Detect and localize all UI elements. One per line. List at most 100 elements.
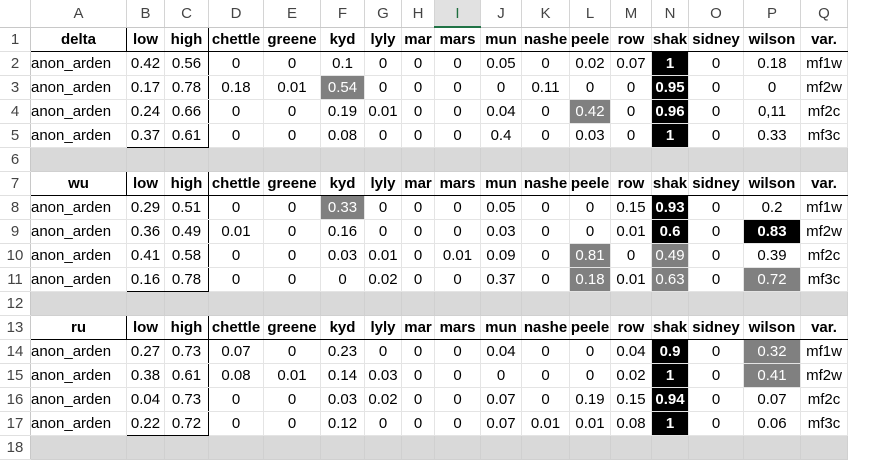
cell[interactable]: 0 [401,363,435,388]
cell[interactable]: chettle [208,171,264,196]
cell[interactable]: 0.37 [480,267,522,292]
cell[interactable]: 0.2 [743,195,801,220]
cell[interactable]: shak [651,27,689,52]
cell[interactable]: mf2w [800,75,848,100]
cell[interactable]: 0.58 [164,243,209,268]
row-header[interactable]: 17 [0,411,31,436]
cell[interactable]: 0.01 [610,267,652,292]
cell[interactable]: kyd [320,171,365,196]
cell[interactable]: wilson [743,315,801,340]
cell[interactable]: 0 [364,123,402,148]
cell[interactable]: anon_arden [30,75,127,100]
cell[interactable]: 0 [401,219,435,244]
cell[interactable]: 0.01 [569,411,611,436]
cell[interactable]: 0 [610,75,652,100]
cell[interactable]: 0.27 [126,339,165,364]
column-header-a[interactable]: A [30,0,127,28]
cell[interactable] [610,435,652,460]
cell[interactable]: 0.23 [320,339,365,364]
cell[interactable] [688,147,744,172]
cell[interactable]: low [126,315,165,340]
cell[interactable]: 0.63 [651,267,689,292]
cell[interactable]: 0 [521,195,570,220]
column-header-f[interactable]: F [320,0,365,28]
row-header[interactable]: 5 [0,123,31,148]
cell[interactable]: 0 [364,339,402,364]
cell[interactable]: 0 [401,243,435,268]
cell[interactable]: 0.54 [320,75,365,100]
cell[interactable]: mars [434,27,481,52]
cell[interactable]: 0.42 [569,99,611,124]
cell[interactable]: 0 [569,195,611,220]
cell[interactable]: 0 [401,123,435,148]
cell[interactable]: row [610,171,652,196]
cell[interactable]: kyd [320,315,365,340]
cell[interactable]: sidney [688,315,744,340]
cell[interactable]: 0.07 [610,51,652,76]
cell[interactable]: 0 [569,219,611,244]
cell[interactable]: 0.66 [164,99,209,124]
cell[interactable]: 0.72 [164,411,209,436]
cell[interactable]: mars [434,315,481,340]
cell[interactable]: 0.18 [569,267,611,292]
cell[interactable]: 0 [263,411,321,436]
cell[interactable]: 0.39 [743,243,801,268]
cell[interactable] [743,147,801,172]
cell[interactable]: 0.41 [126,243,165,268]
cell[interactable]: high [164,315,209,340]
cell[interactable]: 0 [263,99,321,124]
cell[interactable]: 0.78 [164,267,209,292]
cell[interactable]: 1 [651,411,689,436]
cell[interactable]: shak [651,171,689,196]
cell[interactable]: mf1w [800,51,848,76]
cell[interactable]: 0 [688,387,744,412]
cell[interactable]: 0 [610,123,652,148]
cell[interactable]: 0.08 [320,123,365,148]
cell[interactable] [364,291,402,316]
cell[interactable] [208,291,264,316]
cell[interactable]: 0.01 [521,411,570,436]
cell[interactable]: 0 [401,387,435,412]
cell[interactable] [651,291,689,316]
cell[interactable]: wu [30,171,127,196]
column-header-c[interactable]: C [164,0,209,28]
cell[interactable]: 0.18 [743,51,801,76]
cell[interactable]: 0.94 [651,387,689,412]
cell[interactable] [320,291,365,316]
cell[interactable]: 0.24 [126,99,165,124]
cell[interactable] [164,291,209,316]
cell[interactable]: 0.06 [743,411,801,436]
row-header[interactable]: 3 [0,75,31,100]
cell[interactable]: 0 [208,195,264,220]
cell[interactable]: 0.07 [480,387,522,412]
cell[interactable]: row [610,315,652,340]
cell[interactable] [743,435,801,460]
cell[interactable]: 0 [364,51,402,76]
cell[interactable]: 0.01 [364,99,402,124]
cell[interactable]: 0 [434,219,481,244]
cell[interactable]: nashe [521,315,570,340]
cell[interactable] [521,147,570,172]
cell[interactable]: row [610,27,652,52]
cell[interactable]: anon_arden [30,195,127,220]
row-header[interactable]: 4 [0,99,31,124]
cell[interactable]: 0 [364,195,402,220]
cell[interactable]: 0.07 [208,339,264,364]
cell[interactable]: 0 [263,339,321,364]
cell[interactable]: var. [800,315,848,340]
cell[interactable]: high [164,171,209,196]
cell[interactable]: 0.41 [743,363,801,388]
cell[interactable]: 0 [401,75,435,100]
cell[interactable]: 0.07 [743,387,801,412]
cell[interactable]: mf1w [800,339,848,364]
cell[interactable]: mun [480,315,522,340]
cell[interactable]: mar [401,171,435,196]
cell[interactable]: mar [401,315,435,340]
cell[interactable]: high [164,27,209,52]
cell[interactable]: 0 [521,123,570,148]
cell[interactable] [610,147,652,172]
cell[interactable]: 0.02 [569,51,611,76]
cell[interactable]: delta [30,27,127,52]
cell[interactable]: 0.93 [651,195,689,220]
